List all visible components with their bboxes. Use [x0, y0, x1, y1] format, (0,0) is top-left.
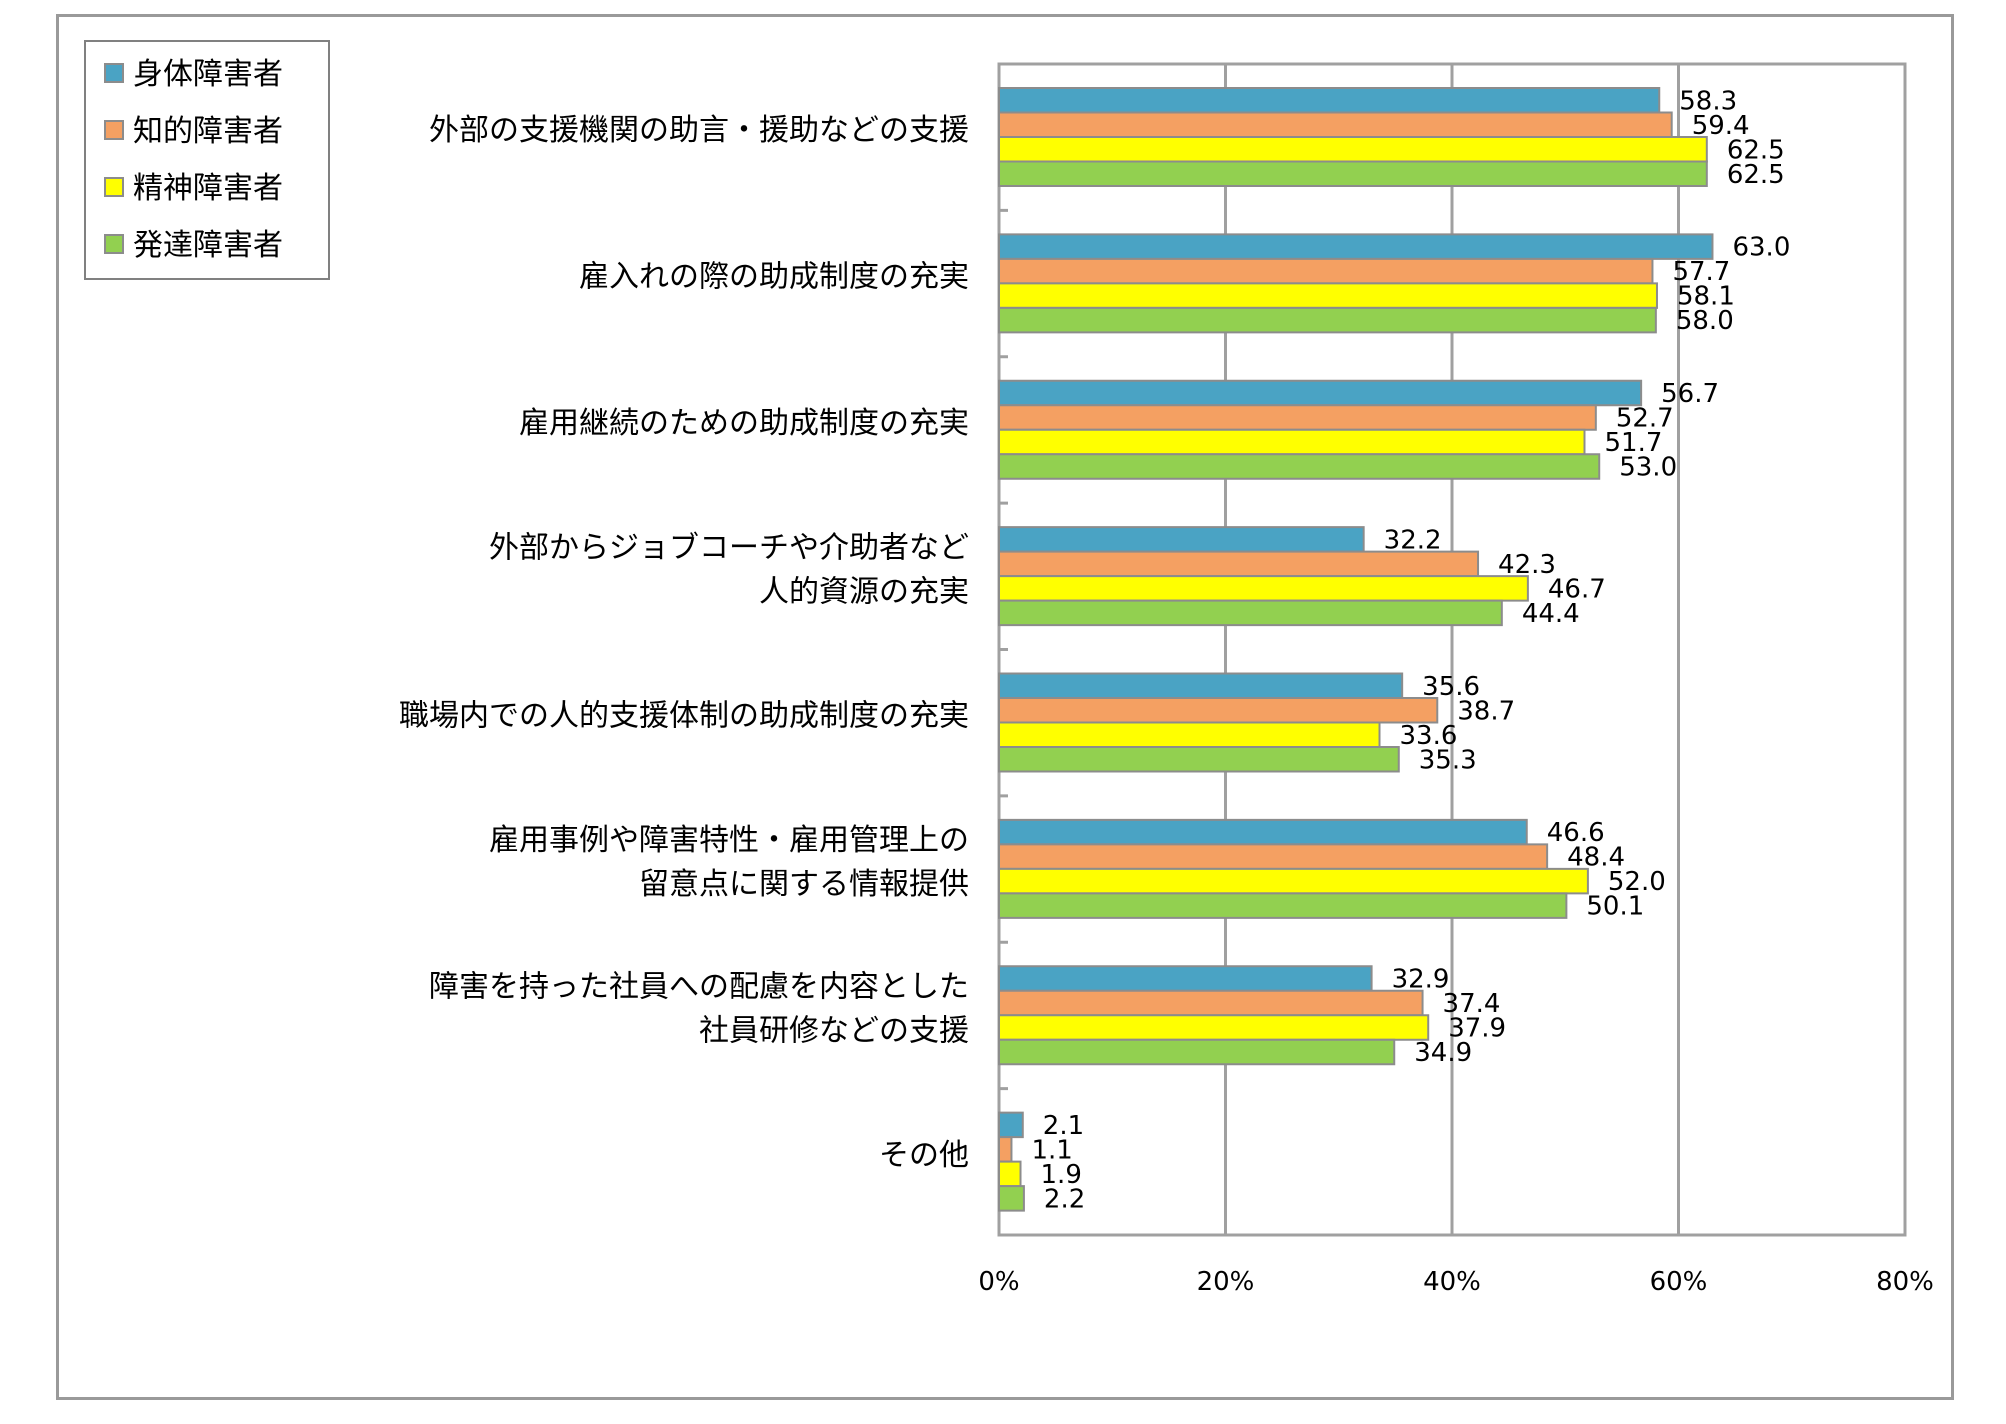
- bar: [998, 379, 1643, 407]
- bar: [998, 721, 1381, 748]
- value-label: 57.7: [1672, 257, 1730, 287]
- bar: [998, 746, 1400, 773]
- x-tick-label: 0%: [978, 1267, 1019, 1297]
- category-label: 人的資源の充実: [759, 574, 969, 609]
- value-label: 35.6: [1422, 672, 1480, 702]
- bar: [998, 672, 1404, 699]
- bar: [998, 599, 1503, 627]
- bar-chart: 58.359.462.562.563.057.758.158.056.752.7…: [84, 40, 1934, 1297]
- value-label: 52.0: [1608, 867, 1666, 897]
- category-label: 外部からジョブコーチや介助者など: [489, 530, 969, 565]
- legend-label: 身体障害者: [133, 57, 283, 92]
- value-label: 46.6: [1547, 818, 1605, 848]
- bar: [998, 453, 1601, 480]
- bar: [998, 526, 1365, 553]
- value-label: 1.1: [1031, 1135, 1072, 1165]
- category-label: 外部の支援機関の助言・援助などの支援: [429, 113, 969, 148]
- value-label: 42.3: [1498, 550, 1556, 580]
- value-label: 37.9: [1448, 1014, 1506, 1044]
- legend-swatch: [104, 120, 124, 140]
- value-label: 32.2: [1384, 525, 1442, 555]
- plot-area: 58.359.462.562.563.057.758.158.056.752.7…: [399, 62, 1934, 1297]
- bar: [998, 404, 1597, 431]
- value-label: 2.2: [1044, 1184, 1085, 1214]
- value-label: 58.3: [1679, 86, 1737, 116]
- chart-frame: 58.3 59.4 62.5 62.5 63.0 57.7 58.1 58.0 56.7 52.7…: [56, 14, 1954, 1400]
- bars: [998, 87, 1714, 1212]
- value-label: 33.6: [1400, 721, 1458, 751]
- category-label: 雇入れの際の助成制度の充実: [579, 260, 969, 295]
- value-label: 53.0: [1619, 453, 1677, 483]
- value-label: 48.4: [1567, 843, 1625, 873]
- value-label: 2.1: [1043, 1111, 1084, 1141]
- x-tick-label: 60%: [1650, 1267, 1708, 1297]
- legend-swatch: [104, 63, 124, 83]
- category-label: 障害を持った社員への配慮を内容とした: [429, 969, 969, 1004]
- legend-label: 発達障害者: [133, 228, 283, 263]
- category-label: 職場内での人的支援体制の助成制度の充実: [399, 699, 969, 734]
- legend-box: [84, 40, 330, 280]
- bar: [998, 697, 1439, 724]
- bar: [998, 1185, 1025, 1212]
- category-label: 留意点に関する情報提供: [639, 867, 969, 902]
- value-label: 46.7: [1548, 574, 1606, 604]
- bar: [998, 843, 1549, 870]
- legend-label: 知的障害者: [133, 114, 283, 149]
- value-label: 50.1: [1586, 892, 1644, 922]
- value-label: 52.7: [1616, 404, 1674, 434]
- bar: [998, 550, 1480, 578]
- x-tick-labels: 0% 20% 40% 60% 80%: [978, 1267, 1934, 1297]
- legend-label: 精神障害者: [133, 171, 283, 206]
- value-label: 32.9: [1392, 965, 1450, 995]
- category-label: 社員研修などの支援: [699, 1013, 969, 1048]
- bar: [998, 306, 1657, 334]
- bar: [998, 282, 1658, 309]
- bar: [998, 989, 1424, 1017]
- value-label: 44.4: [1522, 599, 1580, 629]
- bar: [998, 575, 1529, 602]
- value-label: 37.4: [1443, 989, 1501, 1019]
- value-label: 56.7: [1661, 379, 1719, 409]
- bar: [998, 111, 1673, 138]
- bar: [998, 867, 1589, 895]
- bar: [998, 87, 1661, 114]
- bar: [998, 1111, 1024, 1139]
- bar: [998, 136, 1708, 163]
- bar: [998, 965, 1373, 992]
- value-label: 58.1: [1677, 282, 1735, 312]
- bar: [998, 1136, 1013, 1163]
- x-tick-label: 40%: [1423, 1267, 1481, 1297]
- bar: [998, 892, 1568, 919]
- bar: [998, 160, 1708, 187]
- value-label: 63.0: [1732, 233, 1790, 263]
- bar: [998, 1160, 1022, 1188]
- value-label: 1.9: [1041, 1160, 1082, 1190]
- value-label: 62.5: [1727, 160, 1785, 190]
- x-tick-label: 20%: [1197, 1267, 1255, 1297]
- value-labels: 58.359.462.562.563.057.758.158.056.752.7…: [1031, 86, 1790, 1214]
- value-label: 51.7: [1605, 428, 1663, 458]
- bar: [998, 1038, 1396, 1066]
- y-axis: [999, 208, 1008, 1091]
- bar: [998, 818, 1528, 846]
- value-label: 58.0: [1676, 306, 1734, 336]
- category-label: その他: [879, 1138, 969, 1173]
- category-label: 雇用事例や障害特性・雇用管理上の: [489, 823, 969, 858]
- category-labels: 外部の支援機関の助言・援助などの支援雇入れの際の助成制度の充実雇用継続のための助…: [399, 113, 969, 1173]
- value-label: 62.5: [1727, 135, 1785, 165]
- value-label: 35.3: [1419, 745, 1477, 775]
- bar: [998, 1014, 1430, 1041]
- value-label: 38.7: [1457, 696, 1515, 726]
- value-label: 34.9: [1414, 1038, 1472, 1068]
- bar: [998, 233, 1714, 260]
- value-label: 59.4: [1692, 111, 1750, 141]
- legend-swatch: [104, 177, 124, 197]
- legend-swatch: [104, 234, 124, 254]
- bar: [998, 428, 1586, 456]
- category-label: 雇用継続のための助成制度の充実: [519, 406, 969, 441]
- bar: [998, 257, 1654, 285]
- x-tick-label: 80%: [1876, 1267, 1934, 1297]
